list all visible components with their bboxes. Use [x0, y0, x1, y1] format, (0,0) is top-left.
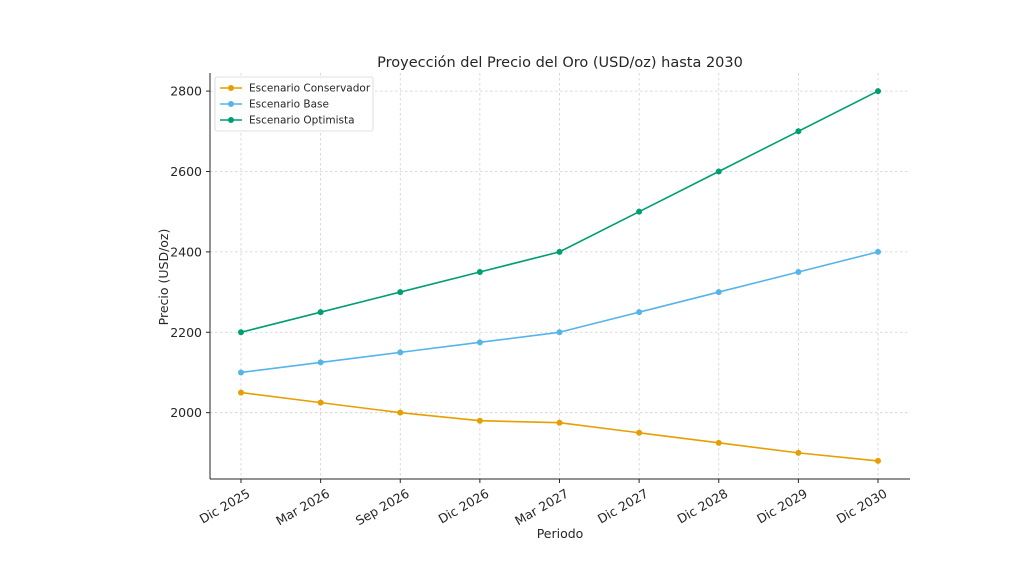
data-point [556, 248, 563, 255]
data-point [875, 88, 881, 95]
data-point [795, 449, 802, 456]
legend-marker [228, 117, 234, 123]
series [238, 88, 881, 464]
legend-label: Escenario Base [249, 99, 329, 111]
data-point [715, 439, 722, 446]
x-tick-label: Sep 2026 [353, 486, 412, 529]
legend-box [214, 76, 374, 132]
grid [210, 73, 910, 479]
data-point [715, 289, 722, 296]
data-point [875, 248, 881, 255]
x-tick-label: Dic 2026 [436, 486, 492, 527]
data-point [397, 349, 404, 356]
data-point [636, 429, 643, 436]
data-point [715, 168, 722, 175]
x-tick-label: Mar 2026 [273, 486, 332, 529]
legend-label: Escenario Conservador [249, 83, 371, 95]
data-point [476, 417, 483, 424]
y-tick-label: 2200 [170, 325, 202, 340]
y-axis-label: Precio (USD/oz) [156, 229, 171, 326]
data-point [238, 389, 244, 396]
legend: Escenario Conservador Escenario Base Escen… [214, 76, 374, 132]
x-tick-label: Dic 2027 [595, 486, 651, 527]
data-point [795, 268, 802, 275]
data-point [317, 309, 324, 316]
data-point [238, 369, 244, 376]
x-tick-label: Dic 2025 [197, 486, 253, 527]
data-point [476, 268, 483, 275]
data-point [556, 419, 563, 426]
data-point [317, 359, 324, 366]
legend-marker [228, 85, 234, 91]
y-tick-label: 2400 [170, 244, 202, 259]
data-point [476, 339, 483, 346]
legend-marker [228, 101, 234, 107]
labels: Proyección del Precio del Oro (USD/oz) h… [156, 55, 743, 541]
data-point [397, 409, 404, 416]
x-tick-label: Mar 2027 [512, 486, 571, 529]
chart-title: Proyección del Precio del Oro (USD/oz) h… [377, 55, 743, 71]
y-tick-label: 2600 [170, 164, 202, 179]
data-point [397, 289, 404, 296]
data-point [875, 457, 881, 464]
x-axis-label: Periodo [537, 526, 584, 541]
axes: 2000 2200 2400 2600 2800 Dic 2025 Mar 2026 Sep … [170, 73, 910, 528]
data-point [636, 309, 643, 316]
data-point [556, 329, 563, 336]
x-tick-label: Dic 2030 [834, 486, 890, 527]
series-line [240, 391, 879, 462]
data-point [317, 399, 324, 406]
y-tick-label: 2000 [170, 405, 202, 420]
data-point [795, 128, 802, 135]
x-tick-label: Dic 2029 [754, 486, 810, 527]
data-point [636, 208, 643, 215]
x-tick-label: Dic 2028 [674, 486, 730, 527]
y-tick-label: 2800 [170, 84, 202, 99]
data-point [238, 329, 244, 336]
legend-label: Escenario Optimista [249, 115, 355, 127]
